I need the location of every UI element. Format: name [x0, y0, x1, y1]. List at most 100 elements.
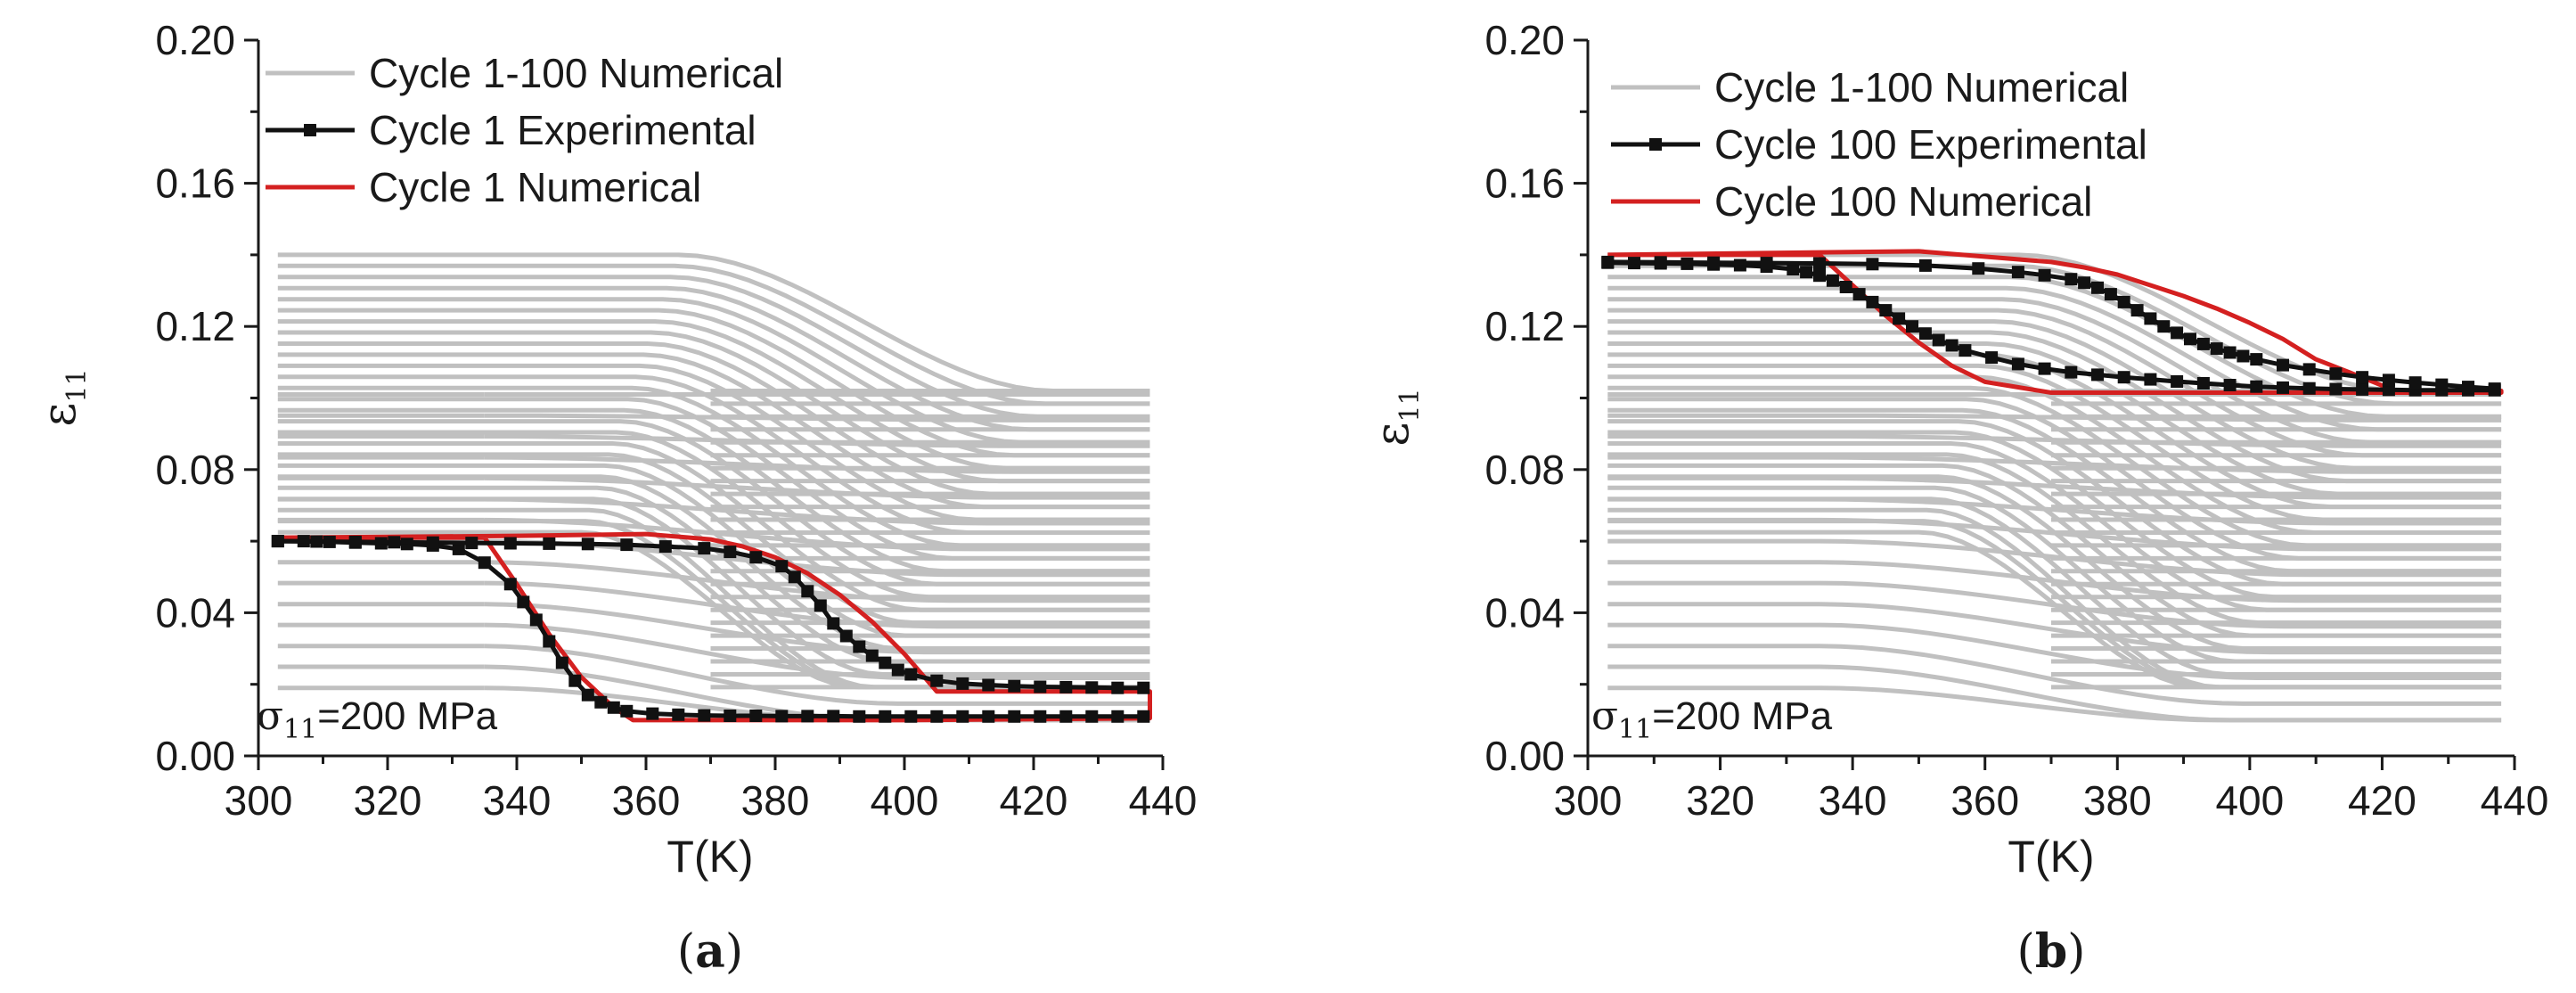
experimental-marker: [1972, 262, 1985, 275]
experimental-marker: [982, 678, 995, 692]
experimental-marker: [2329, 367, 2343, 381]
experimental-marker: [2196, 377, 2210, 390]
panel-a-numerical-loop: [277, 531, 1152, 723]
experimental-marker: [891, 663, 904, 677]
background-cycle-heating: [1607, 330, 2502, 484]
background-cycle-cooling: [1819, 602, 2502, 655]
legend-entry: Cycle 1-100 Numerical: [266, 50, 783, 96]
experimental-marker: [452, 542, 465, 555]
legend-entry: Cycle 100 Experimental: [1611, 121, 2147, 168]
experimental-marker: [853, 710, 866, 723]
background-cycle-cooling: [484, 475, 1150, 500]
background-cycle-cooling: [484, 434, 1150, 448]
experimental-marker: [1879, 304, 1893, 317]
legend-label: Cycle 100 Numerical: [1714, 178, 2092, 225]
experimental-marker: [1707, 256, 1721, 269]
background-cycle-heating: [1607, 441, 2502, 612]
experimental-marker: [775, 560, 789, 573]
experimental-marker: [698, 709, 711, 722]
experimental-marker: [724, 710, 737, 722]
experimental-marker: [1800, 266, 1813, 279]
experimental-marker: [930, 710, 944, 723]
experimental-marker: [930, 674, 944, 687]
x-tick-label: 440: [1129, 777, 1198, 824]
experimental-marker: [1852, 288, 1866, 301]
experimental-marker: [904, 668, 918, 681]
experimental-marker: [2223, 379, 2237, 391]
experimental-marker: [2130, 304, 2144, 317]
experimental-marker: [1826, 274, 1839, 287]
experimental-marker: [503, 578, 517, 591]
experimental-marker: [2038, 268, 2051, 282]
experimental-marker: [2196, 337, 2210, 350]
experimental-marker: [672, 708, 685, 721]
experimental-marker: [1034, 710, 1047, 723]
y-tick-label: 0.20: [1484, 17, 1565, 63]
experimental-marker: [2302, 363, 2316, 376]
experimental-branch-line-2: [277, 538, 1144, 691]
experimental-marker: [1839, 281, 1852, 293]
experimental-marker: [2144, 312, 2157, 325]
panel-b-background-cycles: [1607, 252, 2502, 723]
experimental-marker: [2382, 373, 2395, 387]
experimental-marker: [2237, 349, 2250, 363]
y-tick-label: 0.16: [155, 160, 235, 207]
experimental-marker: [2011, 357, 2024, 371]
y-tick-label: 0.04: [1484, 589, 1565, 636]
experimental-marker: [1137, 681, 1150, 694]
x-tick-label: 300: [1554, 777, 1623, 824]
panel-a-stress-annotation: σ11=200 MPa: [257, 693, 498, 745]
experimental-marker: [956, 710, 969, 723]
experimental-marker: [2408, 376, 2422, 390]
experimental-marker: [2157, 320, 2171, 333]
panel-b-y-axis-title: ε11: [1366, 388, 1426, 446]
background-cycle-cooling: [484, 622, 1150, 680]
experimental-marker: [2250, 380, 2263, 393]
experimental-marker: [478, 556, 491, 570]
background-cycle-cooling: [1819, 580, 2502, 629]
background-cycle-cooling: [1819, 455, 2502, 474]
experimental-marker: [2144, 373, 2157, 386]
background-cycle-heating: [1607, 397, 2502, 561]
experimental-marker: [594, 695, 608, 709]
background-cycle-heating: [1607, 263, 2502, 406]
background-cycle-heating: [277, 308, 1150, 458]
experimental-marker: [1034, 680, 1047, 693]
background-cycle-heating: [277, 297, 1150, 445]
background-cycle-cooling: [1820, 413, 2502, 423]
y-tick-label: 0.12: [155, 303, 235, 349]
background-cycle-heating: [1607, 252, 2502, 393]
y-tick-label: 0.12: [1484, 303, 1565, 349]
background-cycle-cooling: [1819, 497, 2502, 526]
experimental-marker: [2104, 288, 2117, 301]
legend-label: Cycle 100 Experimental: [1714, 121, 2147, 168]
background-cycle-heating: [1607, 497, 2502, 677]
experimental-marker: [982, 710, 995, 723]
experimental-marker: [1893, 312, 1906, 325]
experimental-marker: [698, 542, 711, 555]
x-tick-label: 400: [2215, 777, 2284, 824]
background-cycle-cooling: [1819, 475, 2502, 500]
experimental-marker: [465, 537, 478, 550]
experimental-marker: [2462, 381, 2474, 394]
experimental-marker: [2184, 332, 2196, 346]
experimental-marker: [814, 599, 827, 612]
background-cycle-heating: [1607, 419, 2502, 587]
experimental-marker: [956, 677, 969, 690]
background-cycle-heating: [1607, 485, 2502, 664]
experimental-marker: [1932, 333, 1945, 347]
legend-marker: [1649, 138, 1662, 151]
y-tick-label: 0.20: [155, 17, 235, 63]
experimental-marker: [2277, 381, 2289, 394]
experimental-marker: [1111, 710, 1124, 723]
legend-entry: Cycle 1 Numerical: [266, 164, 701, 210]
background-cycle-cooling: [484, 455, 1150, 474]
experimental-marker: [853, 640, 866, 653]
x-tick-label: 320: [1686, 777, 1754, 824]
experimental-marker: [658, 540, 672, 554]
y-tick-label: 0.08: [155, 447, 235, 493]
background-cycle-cooling: [1819, 685, 2502, 723]
background-cycle-cooling: [484, 413, 1150, 423]
panel-b-chart: 300 320 340 360 380 400 420 440 0.00 0.04 0.08 0.12…: [1366, 17, 2548, 979]
experimental-marker: [2435, 378, 2449, 391]
